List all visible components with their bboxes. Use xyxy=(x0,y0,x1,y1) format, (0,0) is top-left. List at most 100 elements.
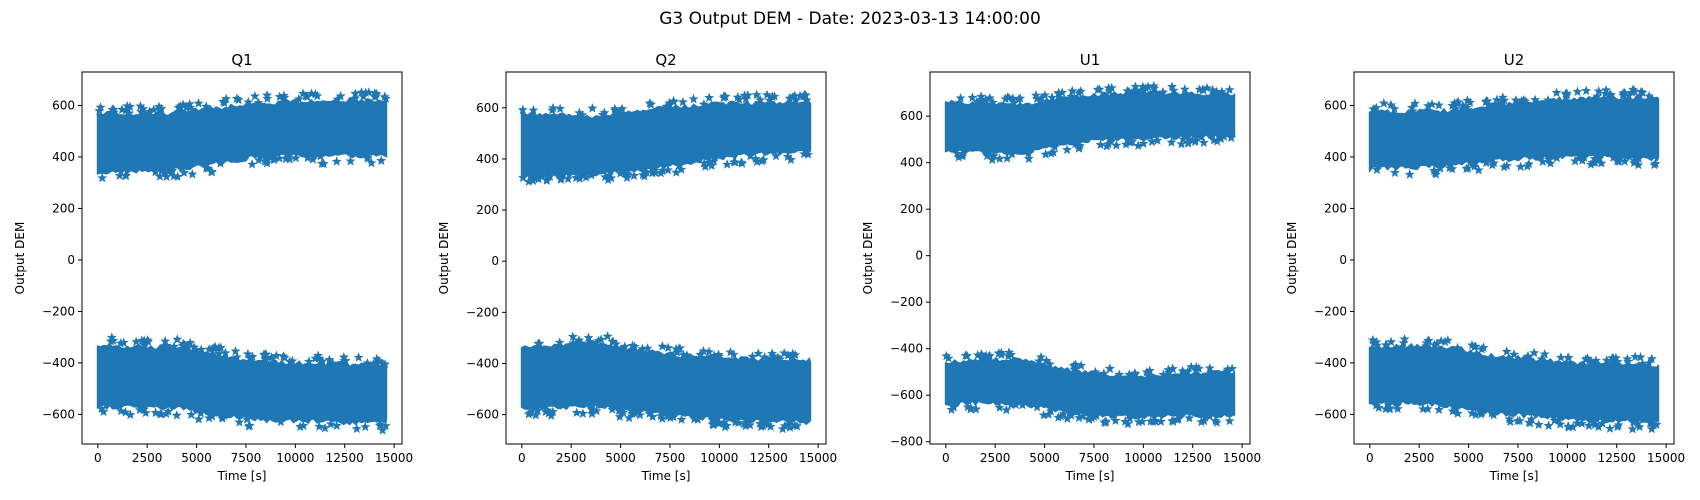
scatter-point xyxy=(604,169,615,180)
scatter-point xyxy=(614,411,625,422)
scatter-point xyxy=(1579,152,1590,162)
scatter-band-2 xyxy=(1368,342,1660,425)
scatter-point xyxy=(759,351,770,362)
scatter-point xyxy=(518,172,528,183)
scatter-point xyxy=(642,343,653,353)
scatter-point xyxy=(1491,94,1502,105)
scatter-point xyxy=(962,350,972,361)
y-tick-label: −400 xyxy=(1314,356,1347,370)
scatter-point xyxy=(745,150,756,161)
scatter-point xyxy=(1592,91,1603,101)
scatter-point xyxy=(1590,355,1601,365)
scatter-band-2 xyxy=(520,340,812,426)
scatter-point xyxy=(1226,132,1237,143)
scatter-point xyxy=(1148,87,1159,97)
scatter-point xyxy=(1168,85,1179,95)
scatter-point xyxy=(1470,341,1481,351)
x-tick-label: 2500 xyxy=(132,451,163,465)
scatter-point xyxy=(977,350,988,361)
scatter-point xyxy=(243,96,254,107)
y-tick-label: −400 xyxy=(42,356,75,370)
scatter-point xyxy=(331,156,342,166)
scatter-point xyxy=(1407,106,1418,116)
scatter-point xyxy=(1222,364,1233,374)
scatter-point xyxy=(587,103,598,113)
scatter-point xyxy=(946,404,957,414)
scatter-point xyxy=(627,408,638,418)
y-tick-label: 0 xyxy=(915,249,923,263)
scatter-point xyxy=(1637,87,1648,97)
scatter-point xyxy=(1392,403,1403,414)
scatter-point xyxy=(1045,405,1056,416)
scatter-point xyxy=(1204,362,1215,373)
scatter-point xyxy=(533,173,544,184)
scatter-point xyxy=(1586,356,1597,367)
scatter-point xyxy=(360,87,371,97)
scatter-point xyxy=(721,420,732,430)
scatter-point xyxy=(1202,82,1212,93)
scatter-point xyxy=(134,404,145,415)
scatter-point xyxy=(253,97,264,108)
scatter-band-1 xyxy=(96,97,388,175)
x-tick-label: 10000 xyxy=(700,451,738,465)
scatter-point xyxy=(941,350,952,361)
scatter-point xyxy=(1516,95,1527,106)
scatter-point xyxy=(1581,85,1592,96)
scatter-point xyxy=(952,148,963,158)
scatter-point xyxy=(681,350,692,360)
scatter-point xyxy=(358,91,369,101)
scatter-point xyxy=(1593,86,1604,96)
scatter-point xyxy=(1176,138,1187,149)
scatter-point xyxy=(547,406,558,417)
scatter-point xyxy=(1036,351,1046,362)
y-tick-label: 400 xyxy=(900,156,923,170)
scatter-point xyxy=(593,335,604,346)
scatter-point xyxy=(1452,342,1463,353)
scatter-point xyxy=(1066,91,1077,101)
scatter-point xyxy=(647,411,658,422)
x-tick-label: 10000 xyxy=(1548,451,1586,465)
scatter-point xyxy=(171,410,182,420)
scatter-point xyxy=(1178,134,1189,144)
scatter-point xyxy=(649,165,660,175)
scatter-point xyxy=(755,94,766,105)
scatter-point xyxy=(663,411,674,421)
scatter-point xyxy=(1433,100,1444,110)
scatter-point xyxy=(1389,167,1400,178)
scatter-point xyxy=(125,409,136,420)
scatter-point xyxy=(671,167,682,177)
scatter-point xyxy=(1612,154,1623,164)
scatter-point xyxy=(362,153,373,163)
scatter-point xyxy=(639,167,650,177)
scatter-point xyxy=(1167,81,1177,91)
scatter-point xyxy=(1104,363,1115,373)
scatter-point xyxy=(528,105,539,115)
scatter-point xyxy=(1504,413,1515,424)
scatter-point xyxy=(187,169,198,179)
scatter-point xyxy=(1563,421,1574,431)
scatter-point xyxy=(534,338,545,348)
scatter-point xyxy=(1110,415,1121,425)
scatter-point xyxy=(728,156,739,167)
scatter-point xyxy=(380,359,390,369)
scatter-point xyxy=(185,337,196,348)
scatter-point xyxy=(1543,420,1554,430)
scatter-point xyxy=(1522,161,1533,171)
axes-frame xyxy=(505,71,827,445)
scatter-point xyxy=(1634,421,1645,432)
y-axis-label: Output DEM xyxy=(13,222,27,295)
scatter-point xyxy=(676,414,687,424)
scatter-point xyxy=(1158,369,1169,379)
scatter-point xyxy=(753,348,764,358)
y-tick-label: 600 xyxy=(52,98,75,112)
scatter-point xyxy=(1556,352,1566,362)
scatter-point xyxy=(708,155,719,166)
scatter-point xyxy=(1462,95,1473,105)
scatter-point xyxy=(1121,139,1131,149)
scatter-point xyxy=(161,408,172,419)
scatter-point xyxy=(195,408,206,418)
x-tick-label: 0 xyxy=(94,451,102,465)
y-tick-label: −200 xyxy=(42,304,75,318)
scatter-point xyxy=(1627,87,1638,97)
scatter-point xyxy=(663,164,673,175)
